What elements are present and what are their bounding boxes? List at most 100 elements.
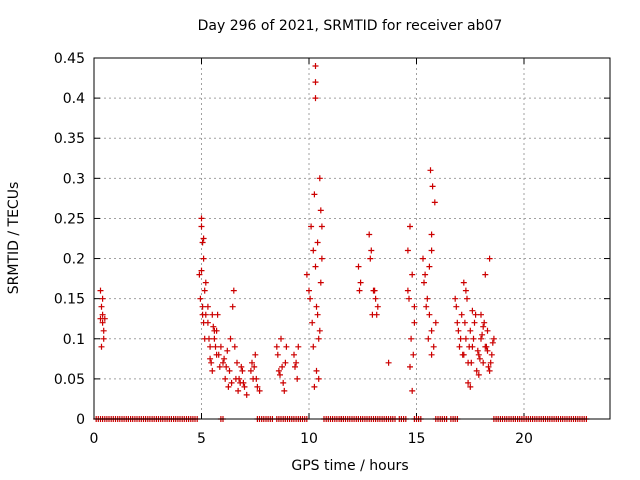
data-point <box>99 319 106 326</box>
data-point <box>472 311 479 318</box>
data-point <box>480 359 487 366</box>
data-point <box>225 383 232 390</box>
data-point <box>226 367 233 374</box>
data-point <box>315 335 322 342</box>
data-point <box>479 331 486 338</box>
data-point <box>212 343 219 350</box>
data-point <box>489 339 496 346</box>
data-point <box>196 271 203 278</box>
data-point <box>462 287 469 294</box>
data-point <box>279 363 286 370</box>
x-tick-label: 10 <box>300 431 318 447</box>
data-point <box>306 287 312 294</box>
x-tick-label: 0 <box>90 431 99 447</box>
data-point <box>101 315 108 322</box>
y-tick-label: 0.3 <box>63 171 85 187</box>
data-point <box>478 335 484 342</box>
data-point <box>283 343 290 350</box>
y-tick-label: 0.4 <box>63 91 85 107</box>
data-point <box>427 167 434 174</box>
data-point <box>308 223 315 230</box>
data-point <box>429 183 436 190</box>
data-point <box>295 343 302 350</box>
data-point <box>217 343 224 350</box>
data-point <box>314 311 321 318</box>
data-point <box>281 387 288 394</box>
data-point <box>483 343 490 350</box>
data-point <box>316 327 323 334</box>
data-point <box>373 311 380 318</box>
data-point <box>404 287 411 294</box>
data-point <box>280 379 287 386</box>
data-point <box>407 223 413 230</box>
data-point <box>215 351 222 358</box>
data-point <box>293 359 300 366</box>
data-point <box>254 383 261 390</box>
data-point <box>454 319 461 326</box>
x-tick-label: 5 <box>197 431 206 447</box>
data-point <box>428 327 435 334</box>
x-tick-label: 20 <box>515 431 533 447</box>
data-point <box>100 327 107 334</box>
data-point <box>315 375 322 382</box>
data-point <box>467 383 474 390</box>
data-point <box>207 343 214 350</box>
data-point <box>282 359 289 366</box>
data-point <box>366 231 373 238</box>
data-point <box>100 335 107 342</box>
data-point <box>470 335 477 342</box>
data-point <box>253 375 260 382</box>
data-point <box>431 199 438 206</box>
data-point <box>251 363 258 370</box>
data-point <box>312 263 319 270</box>
data-point <box>421 279 427 286</box>
data-point <box>199 311 206 318</box>
data-point <box>406 295 412 302</box>
y-tick-label: 0 <box>76 412 85 428</box>
chart-title: Day 296 of 2021, SRMTID for receiver ab0… <box>198 18 503 34</box>
data-point <box>478 311 484 318</box>
data-point <box>198 267 205 274</box>
data-point <box>487 359 494 366</box>
data-point <box>317 279 324 286</box>
data-point <box>197 295 204 302</box>
data-point <box>97 287 104 294</box>
data-point <box>202 279 209 286</box>
y-tick-label: 0.05 <box>54 372 85 388</box>
data-point <box>206 335 212 342</box>
data-point <box>475 351 482 358</box>
data-point <box>312 63 319 69</box>
data-point <box>473 367 480 374</box>
data-point <box>214 311 221 318</box>
data-point <box>231 343 238 350</box>
data-point <box>456 343 463 350</box>
data-point <box>407 363 413 370</box>
data-point <box>471 319 478 326</box>
data-point <box>426 311 433 318</box>
data-point <box>458 311 465 318</box>
data-point <box>204 303 211 310</box>
data-point <box>209 367 216 374</box>
data-point <box>464 295 470 302</box>
data-point <box>422 271 429 278</box>
y-axis-label: SRMTID / TECUs <box>6 182 22 295</box>
data-point <box>404 247 411 254</box>
data-point <box>292 363 298 370</box>
y-tick-label: 0.15 <box>54 292 85 308</box>
data-point <box>460 279 467 286</box>
data-point <box>462 335 469 342</box>
data-point <box>355 263 362 270</box>
data-point <box>238 363 245 370</box>
data-point <box>235 387 242 394</box>
data-point <box>486 255 493 262</box>
data-point <box>99 295 106 302</box>
data-point <box>461 319 468 326</box>
y-tick-label: 0.35 <box>54 131 85 147</box>
data-point <box>457 335 464 342</box>
data-point <box>256 387 263 394</box>
y-tick-label: 0.25 <box>54 211 85 227</box>
data-point <box>367 255 374 262</box>
data-point <box>490 335 497 342</box>
data-point <box>236 375 243 382</box>
